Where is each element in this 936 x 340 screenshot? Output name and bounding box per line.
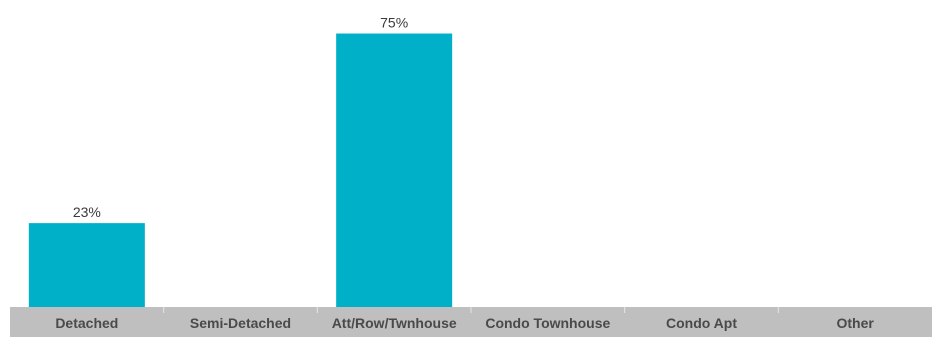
data-label: 75%: [380, 15, 408, 31]
category-label: Semi-Detached: [190, 315, 291, 331]
bar-att-row-twnhouse: [336, 33, 453, 308]
bars-layer: [28, 33, 453, 308]
category-label: Condo Apt: [666, 315, 737, 331]
category-axis: Detached Semi-Detached Att/Row/Twnhouse Con…: [10, 307, 932, 337]
category-label: Detached: [55, 315, 118, 331]
category-label: Att/Row/Twnhouse: [332, 315, 457, 331]
category-label: Condo Townhouse: [485, 315, 610, 331]
category-label: Other: [836, 315, 874, 331]
bar-detached: [28, 223, 145, 307]
value-labels-layer: 23% 75%: [73, 15, 408, 221]
data-label: 23%: [73, 204, 101, 220]
